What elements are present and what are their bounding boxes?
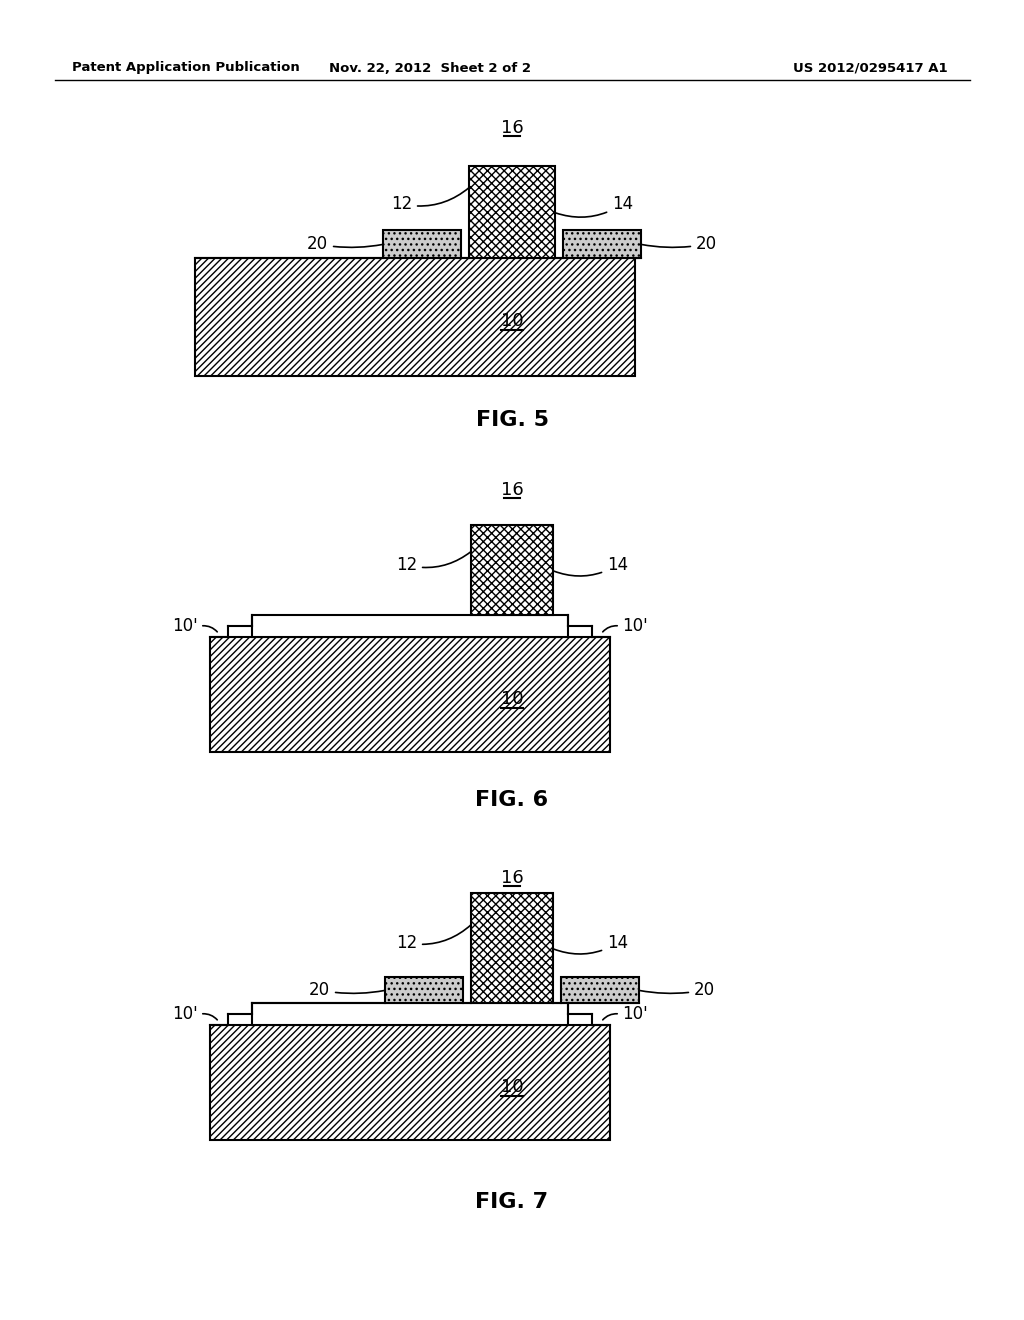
Text: FIG. 6: FIG. 6	[475, 789, 549, 810]
Bar	[210, 638, 610, 752]
Text: 12: 12	[395, 552, 471, 574]
Text: 14: 14	[554, 556, 628, 576]
Text: Nov. 22, 2012  Sheet 2 of 2: Nov. 22, 2012 Sheet 2 of 2	[329, 62, 531, 74]
Text: Patent Application Publication: Patent Application Publication	[72, 62, 300, 74]
Text: 10': 10'	[172, 1005, 198, 1023]
Text: US 2012/0295417 A1: US 2012/0295417 A1	[793, 62, 947, 74]
Text: 10': 10'	[622, 1005, 648, 1023]
Text: 12: 12	[391, 187, 469, 213]
Text: FIG. 5: FIG. 5	[475, 411, 549, 430]
Bar	[195, 257, 635, 376]
Text: 14: 14	[556, 195, 633, 218]
Text: 12: 12	[395, 925, 471, 952]
Bar	[563, 230, 641, 257]
Bar	[383, 230, 461, 257]
Text: 14: 14	[554, 935, 628, 954]
Text: 10': 10'	[172, 616, 198, 635]
Bar	[210, 1026, 610, 1140]
Bar	[471, 894, 553, 1003]
Text: 16: 16	[501, 480, 523, 499]
Bar	[471, 525, 553, 615]
Text: 10': 10'	[622, 616, 648, 635]
Bar	[252, 615, 568, 638]
Text: 20: 20	[640, 981, 715, 999]
Text: 10: 10	[501, 1077, 523, 1096]
Text: 16: 16	[501, 869, 523, 887]
Text: FIG. 7: FIG. 7	[475, 1192, 549, 1212]
Bar	[469, 166, 555, 257]
Bar	[561, 977, 639, 1003]
Text: 20: 20	[642, 235, 717, 253]
Text: 16: 16	[501, 119, 523, 137]
Text: 10: 10	[501, 689, 523, 708]
Text: 20: 20	[307, 235, 382, 253]
Text: 20: 20	[309, 981, 384, 999]
Bar	[385, 977, 463, 1003]
Bar	[252, 1003, 568, 1026]
Text: 10: 10	[501, 312, 523, 330]
